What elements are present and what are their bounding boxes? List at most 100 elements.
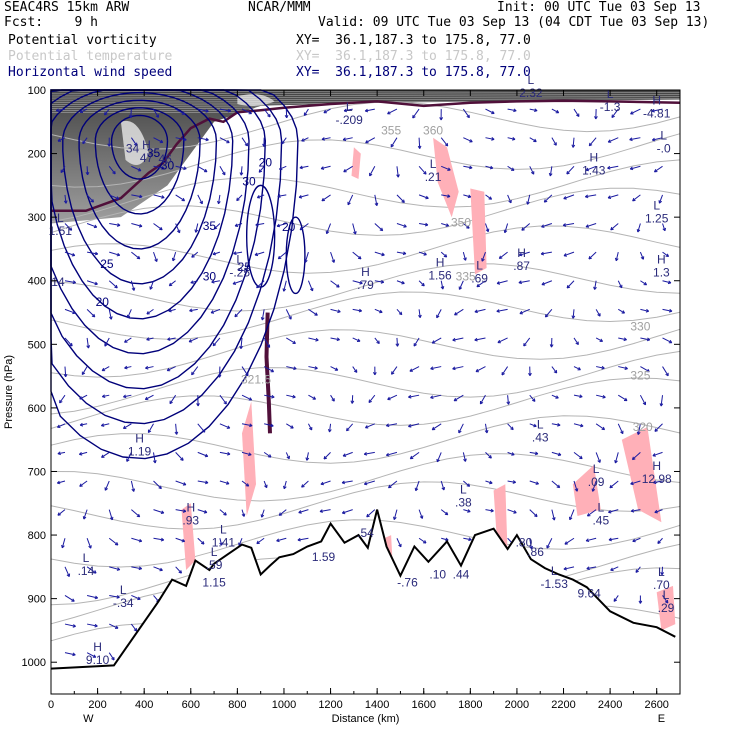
wind-vector-head — [395, 343, 400, 347]
wind-vector-head — [315, 337, 319, 342]
wind-vector — [342, 137, 353, 141]
extremum-value: -4.81 — [643, 106, 671, 120]
wind-vector — [189, 308, 198, 312]
wind-vector-head — [222, 171, 226, 176]
wind-vector-head — [409, 455, 414, 460]
wind-vector-head — [638, 600, 643, 604]
wind-vector — [197, 165, 208, 173]
wind-vector — [108, 537, 119, 546]
wind-vector-head — [71, 598, 75, 602]
wind-vector-head — [341, 480, 346, 485]
wind-vector-head — [518, 280, 522, 285]
wind-vector — [418, 537, 427, 544]
extremum-value: 47 — [140, 151, 154, 165]
y-tick-label: 1000 — [22, 657, 46, 669]
wind-vector — [463, 165, 473, 169]
extremum-value: .09 — [588, 475, 605, 489]
wind-vector — [352, 308, 362, 312]
wind-vector — [613, 595, 619, 602]
wind-vector — [418, 194, 429, 199]
wind-vector — [343, 165, 353, 173]
wind-vector-head — [485, 228, 490, 233]
wind-vector-head — [357, 255, 362, 260]
wind-vector-head — [319, 509, 323, 513]
wind-vector — [639, 394, 646, 406]
wind-vector-head — [466, 225, 470, 229]
terrain-fill — [51, 509, 680, 694]
wind-vector — [123, 423, 132, 429]
wind-vector-head — [92, 654, 97, 658]
wind-vector — [64, 366, 67, 377]
wind-vector-head — [467, 509, 471, 513]
wind-vector — [167, 337, 176, 340]
wind-contour-label: 20 — [96, 295, 110, 309]
wind-vector-head — [133, 142, 138, 147]
wind-vector — [86, 194, 94, 203]
wind-vector-head — [248, 397, 253, 401]
wind-vector-head — [440, 286, 445, 290]
wind-vector-head — [402, 251, 407, 256]
wind-vector-head — [518, 252, 523, 257]
wind-vector — [79, 480, 88, 487]
wind-contour-label: 30 — [203, 270, 217, 284]
y-tick-label: 300 — [28, 212, 46, 224]
wind-vector-head — [94, 251, 99, 256]
wind-vector-head — [466, 114, 470, 119]
wind-vector — [551, 108, 559, 114]
wind-vector-head — [365, 425, 369, 429]
x-tick-label: 2600 — [644, 699, 668, 711]
wind-vector — [462, 452, 466, 462]
wind-vector-head — [236, 197, 240, 202]
wind-vector — [485, 223, 489, 232]
wind-vector-head — [112, 170, 116, 175]
extremum-value: 1.19 — [128, 445, 152, 459]
wind-vector-head — [79, 483, 83, 487]
wind-vector — [307, 280, 314, 292]
wind-vector-head — [217, 374, 222, 378]
x-tick-label: 2400 — [598, 699, 622, 711]
wind-vector — [82, 137, 88, 144]
extremum-marker: H — [142, 138, 151, 152]
wind-vector — [330, 308, 341, 313]
wind-vector — [519, 251, 530, 256]
wind-vector-head — [659, 403, 664, 407]
wind-vector-head — [588, 255, 592, 260]
wind-vector — [410, 451, 420, 460]
wind-vector-head — [577, 367, 581, 371]
wind-vector-head — [129, 114, 133, 119]
wind-vector — [241, 423, 253, 427]
wind-vector — [286, 394, 296, 398]
wind-vector — [521, 223, 531, 231]
wind-vector-head — [490, 508, 494, 513]
wind-vector — [257, 194, 265, 199]
wind-vector-head — [82, 140, 86, 145]
wind-vector-head — [576, 113, 580, 117]
wind-vector — [241, 509, 245, 517]
wind-vector-head — [234, 313, 238, 318]
wind-vector — [109, 594, 120, 598]
wind-vector-head — [541, 281, 545, 286]
wind-vector-head — [513, 108, 517, 113]
wind-vector-head — [636, 228, 641, 233]
wind-vector — [175, 223, 181, 233]
wind-vector — [279, 165, 287, 170]
wind-vector — [175, 165, 187, 170]
wind-vector-head — [624, 366, 628, 370]
extremum-value: .44 — [453, 567, 470, 581]
wind-vector-head — [635, 569, 639, 573]
wind-vector — [261, 509, 265, 518]
wind-vector-head — [191, 371, 195, 376]
wind-vector — [131, 566, 142, 570]
wind-vector — [195, 223, 199, 233]
wind-vector — [654, 423, 663, 432]
wind-vector-head — [270, 423, 274, 428]
extremum-marker: L — [430, 157, 437, 171]
wind-vector — [507, 165, 515, 171]
wind-vector — [285, 452, 290, 460]
wind-vector — [256, 537, 265, 545]
wind-vector — [352, 366, 358, 373]
wind-vector — [299, 223, 309, 231]
wind-vector — [190, 280, 198, 284]
wind-vector — [149, 280, 154, 290]
wind-vector — [396, 538, 402, 548]
